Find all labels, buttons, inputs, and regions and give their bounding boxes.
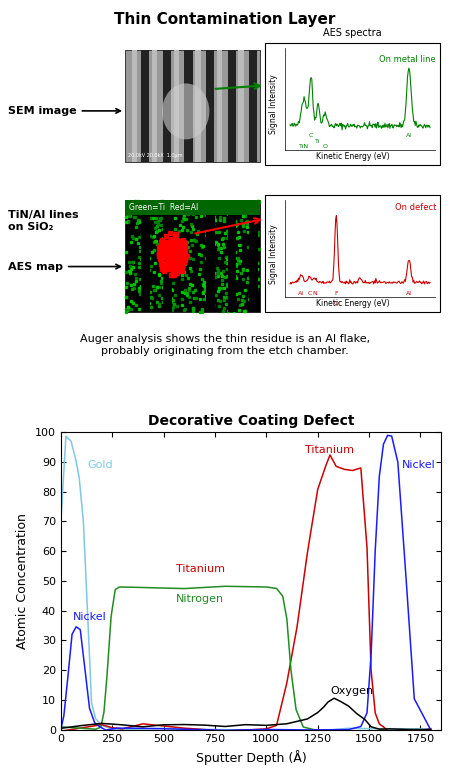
Bar: [228, 50, 236, 162]
Text: Nickel: Nickel: [402, 460, 436, 470]
Text: O: O: [334, 301, 339, 306]
Text: TiN: TiN: [299, 144, 309, 148]
Text: Nickel: Nickel: [73, 611, 107, 621]
Text: Titanium: Titanium: [176, 564, 225, 574]
Bar: [125, 50, 260, 162]
Text: O: O: [323, 144, 328, 148]
Text: On defect: On defect: [395, 204, 436, 212]
Text: Auger analysis shows the thin residue is an Al flake,
probably originating from : Auger analysis shows the thin residue is…: [80, 334, 370, 356]
Text: Kinetic Energy (eV): Kinetic Energy (eV): [316, 300, 389, 308]
X-axis label: Sputter Depth (Å): Sputter Depth (Å): [195, 750, 306, 765]
Text: F: F: [334, 291, 338, 296]
Text: Green=Ti  Red=Al: Green=Ti Red=Al: [129, 203, 198, 212]
Text: Al: Al: [298, 291, 304, 296]
Text: Thin Contamination Layer: Thin Contamination Layer: [114, 12, 336, 27]
Text: AES spectra: AES spectra: [323, 28, 382, 38]
Text: Al: Al: [406, 291, 412, 296]
Bar: [238, 50, 244, 162]
Text: Signal Intensity: Signal Intensity: [269, 74, 278, 134]
Text: Al: Al: [406, 134, 412, 138]
Text: 20.0kV 20.0kX  1.0µm: 20.0kV 20.0kX 1.0µm: [128, 153, 183, 157]
Bar: [141, 50, 149, 162]
Text: Titanium: Titanium: [306, 445, 354, 455]
Text: Kinetic Energy (eV): Kinetic Energy (eV): [316, 152, 389, 161]
Bar: [265, 42, 440, 164]
Bar: [249, 50, 257, 162]
Text: Oxygen: Oxygen: [330, 686, 373, 696]
Text: C: C: [309, 134, 313, 138]
Bar: [195, 50, 201, 162]
Text: C: C: [307, 291, 312, 296]
Bar: [265, 195, 440, 313]
Bar: [163, 50, 171, 162]
Bar: [206, 50, 214, 162]
Bar: [184, 50, 193, 162]
Text: AES map: AES map: [8, 262, 120, 272]
Text: Nitrogen: Nitrogen: [176, 594, 224, 604]
Bar: [125, 201, 260, 313]
Bar: [141, 201, 150, 313]
Text: N: N: [313, 291, 318, 296]
Bar: [125, 201, 260, 215]
Text: On metal line: On metal line: [379, 55, 436, 64]
Y-axis label: Atomic Concentration: Atomic Concentration: [16, 513, 29, 649]
Text: Signal Intensity: Signal Intensity: [269, 224, 278, 283]
Bar: [249, 201, 258, 313]
Text: Gold: Gold: [87, 460, 113, 470]
Bar: [228, 201, 236, 313]
Bar: [152, 50, 158, 162]
Title: Decorative Coating Defect: Decorative Coating Defect: [148, 415, 354, 428]
Bar: [217, 50, 222, 162]
Text: TiN/Al lines
on SiO₂: TiN/Al lines on SiO₂: [8, 210, 79, 232]
Text: Ti: Ti: [315, 140, 321, 144]
Bar: [132, 50, 137, 162]
Bar: [206, 201, 215, 313]
Bar: [163, 201, 171, 313]
Ellipse shape: [162, 83, 209, 140]
Text: SEM image: SEM image: [8, 106, 120, 116]
Bar: [174, 50, 179, 162]
